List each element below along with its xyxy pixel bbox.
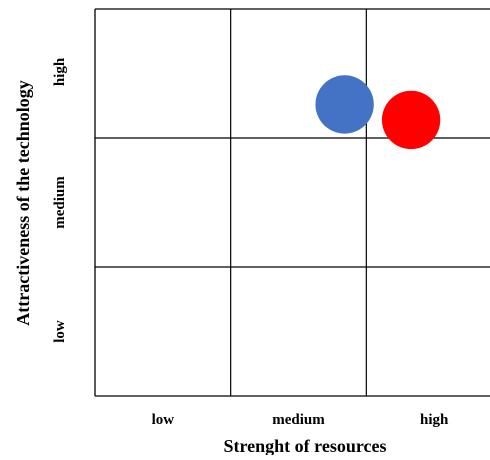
x-tick-label-medium: medium	[272, 412, 325, 428]
bubble-layer	[315, 75, 441, 150]
y-tick-label-medium: medium	[52, 176, 68, 229]
bubble-2	[381, 90, 441, 150]
grid-layer	[94, 8, 490, 397]
y-axis-title: Attractiveness of the technology	[13, 80, 33, 325]
y-tick-label-low: low	[52, 320, 68, 343]
x-tick-label-low: low	[152, 412, 175, 428]
x-tick-labels: low medium high	[152, 412, 449, 428]
y-tick-label-high: high	[52, 57, 68, 86]
y-tick-labels: low medium high	[52, 57, 68, 343]
bubble-1	[315, 75, 374, 134]
x-tick-label-high: high	[420, 412, 449, 428]
x-axis-title: Strenght of resources	[224, 436, 387, 455]
